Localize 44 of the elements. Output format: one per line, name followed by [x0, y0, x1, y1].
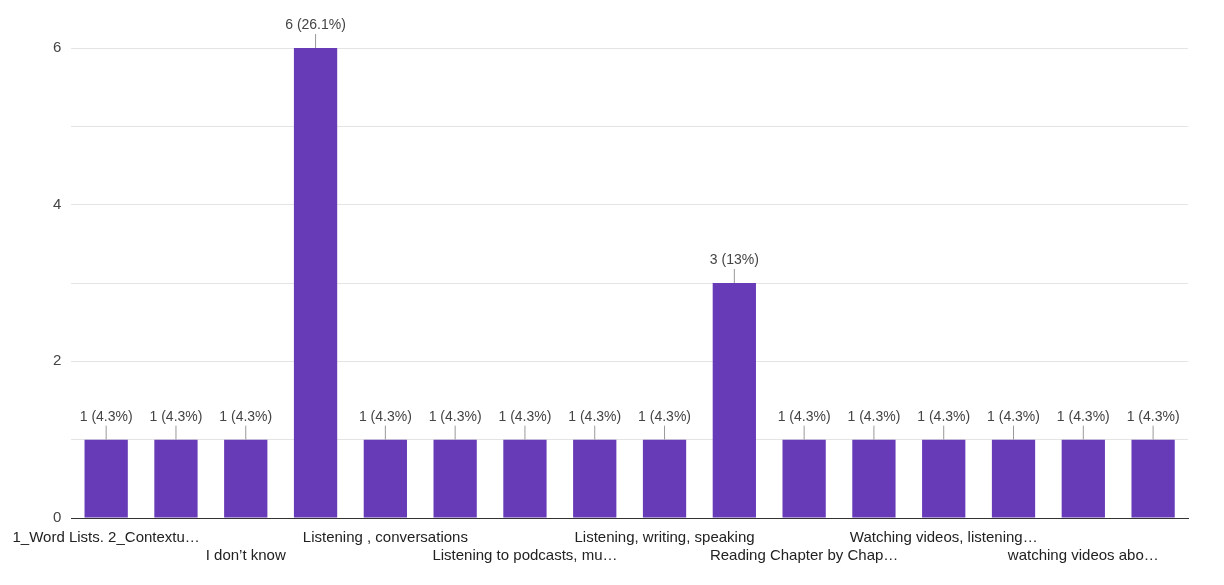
x-tick-label: Watching videos, listening…: [849, 528, 1038, 546]
bar: [642, 439, 687, 518]
bar: [154, 439, 198, 518]
x-tick-label: I don’t know: [205, 546, 286, 564]
x-tick-label: Listening, writing, speaking: [574, 528, 755, 546]
bar: [224, 439, 268, 518]
data-label: 6 (26.1%): [285, 15, 346, 32]
data-label: 1 (4.3%): [568, 407, 622, 424]
bar: [991, 439, 1036, 518]
x-tick-label: watching videos abo…: [1006, 546, 1159, 564]
bar: [782, 439, 826, 518]
bar: [573, 439, 617, 518]
bar: [1061, 439, 1105, 518]
data-label: 1 (4.3%): [1056, 407, 1110, 424]
data-label: 1 (4.3%): [79, 407, 133, 424]
x-tick-label: Reading Chapter by Chap…: [709, 546, 899, 564]
bar: [363, 439, 407, 518]
x-tick-label: Listening to podcasts, mu…: [432, 546, 618, 564]
data-label: 1 (4.3%): [917, 407, 971, 424]
data-label: 1 (4.3%): [498, 407, 552, 424]
data-label: 1 (4.3%): [358, 407, 412, 424]
y-tick-label: 4: [52, 194, 62, 212]
x-tick-label: Listening , conversations: [302, 528, 468, 546]
data-label: 1 (4.3%): [777, 407, 831, 424]
data-label: 1 (4.3%): [847, 407, 901, 424]
data-label: 1 (4.3%): [428, 407, 482, 424]
y-tick-label: 2: [52, 351, 62, 369]
bar: [1131, 439, 1175, 518]
bar: [852, 439, 896, 518]
y-tick-label: 0: [52, 508, 62, 526]
bar: [503, 439, 547, 518]
data-label: 1 (4.3%): [1126, 407, 1180, 424]
y-tick-label: 6: [52, 38, 62, 56]
data-label: 1 (4.3%): [638, 407, 691, 424]
data-label: 1 (4.3%): [987, 407, 1040, 424]
bar: [433, 439, 477, 518]
bar: [712, 283, 756, 518]
data-label: 1 (4.3%): [149, 407, 203, 424]
x-tick-label: 1_Word Lists. 2_Contextu…: [12, 528, 200, 546]
bar: [922, 439, 966, 518]
data-label: 3 (13%): [709, 250, 759, 267]
data-label: 1 (4.3%): [219, 407, 273, 424]
bar: [293, 48, 338, 518]
bar: [84, 439, 128, 518]
